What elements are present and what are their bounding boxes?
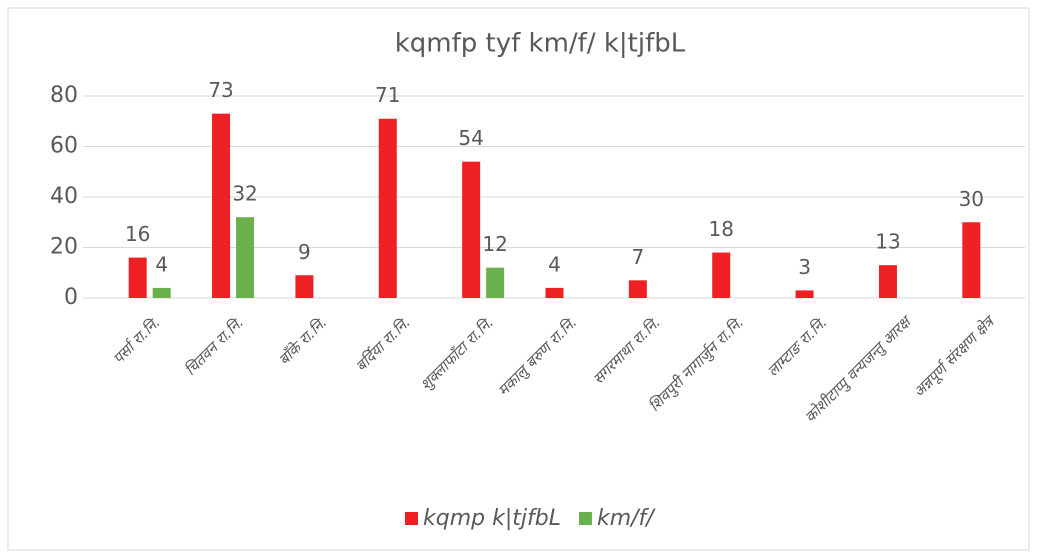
bar <box>462 161 481 298</box>
bar <box>712 252 731 298</box>
data-label: 73 <box>208 78 233 102</box>
y-tick-label: 60 <box>50 134 78 159</box>
bar <box>236 217 255 298</box>
data-label: 4 <box>548 252 561 276</box>
legend-label: kqmp k|tjfbL <box>423 506 561 531</box>
chart-title: kqmfp tyf km/f/ k|tjfbL <box>395 29 686 59</box>
data-label: 12 <box>482 232 507 256</box>
bar <box>962 222 981 298</box>
data-label: 7 <box>631 245 644 269</box>
legend-label: km/f/ <box>597 506 656 531</box>
data-label: 30 <box>959 187 984 211</box>
data-label: 18 <box>709 217 734 241</box>
data-label: 16 <box>125 222 150 246</box>
data-label: 13 <box>875 230 900 254</box>
bar <box>212 113 231 298</box>
y-tick-label: 40 <box>50 184 78 209</box>
legend-swatch <box>578 512 592 525</box>
bar <box>152 287 171 298</box>
bar <box>378 118 397 298</box>
data-label: 32 <box>232 182 257 206</box>
y-tick-label: 0 <box>64 285 78 310</box>
data-label: 54 <box>458 126 483 150</box>
data-label: 3 <box>798 255 811 279</box>
y-tick-label: 20 <box>50 235 78 260</box>
y-tick-label: 80 <box>50 83 78 108</box>
bar <box>795 290 814 298</box>
chart-border <box>7 7 1030 551</box>
bar <box>628 280 647 298</box>
bar <box>486 267 505 298</box>
data-label: 9 <box>298 240 311 264</box>
data-label: 71 <box>375 83 400 107</box>
legend-swatch <box>405 512 418 525</box>
bar <box>128 257 147 298</box>
bar <box>545 287 564 298</box>
data-label: 4 <box>155 252 168 276</box>
bar <box>295 275 314 298</box>
bar <box>878 265 897 298</box>
